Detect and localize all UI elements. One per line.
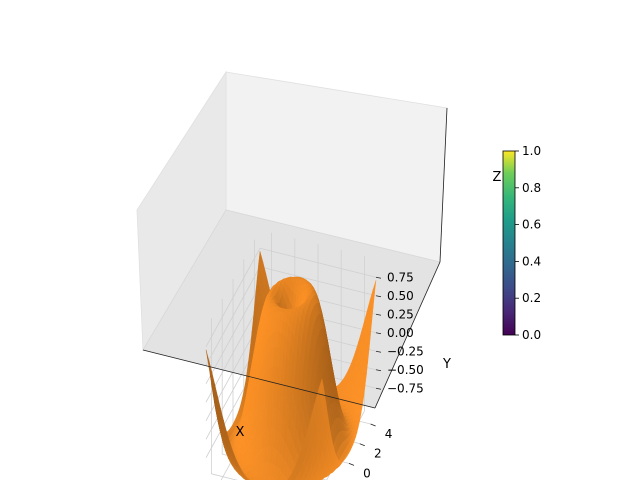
- colorbar-ticks: 0.0 0.2 0.4 0.6 0.8 1.0: [515, 144, 541, 342]
- colorbar-tick-label: 0.0: [522, 328, 541, 342]
- z-tick-label: −0.50: [387, 363, 424, 377]
- z-tick-label: −0.25: [387, 344, 424, 358]
- z-tick-mark: [375, 295, 382, 298]
- grid-line: [259, 247, 377, 278]
- z-tick-label: 0.25: [387, 307, 414, 321]
- grid-line: [259, 266, 377, 297]
- colorbar-tick-label: 0.2: [522, 291, 541, 305]
- grid-line: [205, 285, 261, 384]
- y-tick-label: 0: [363, 466, 371, 480]
- grid-line: [205, 266, 261, 366]
- surface-face: [287, 475, 291, 480]
- y-tick-mark: [359, 443, 365, 447]
- z-tick-mark: [375, 332, 382, 335]
- z-tick-mark: [375, 276, 382, 279]
- grid-line: [205, 248, 261, 347]
- z-tick-label: 0.00: [387, 326, 414, 340]
- x-axis-line: [142, 349, 376, 409]
- y-axis-line: [374, 261, 441, 409]
- z-axis-line: [439, 107, 448, 263]
- z-tick-mark: [375, 369, 382, 372]
- x-axis-label: X: [236, 425, 245, 440]
- grid-line: [211, 473, 238, 480]
- y-axis-label: Y: [442, 357, 451, 372]
- z-tick-label: 0.50: [387, 289, 414, 303]
- colorbar: 0.0 0.2 0.4 0.6 0.8 1.0: [502, 144, 541, 342]
- colorbar-tick-label: 1.0: [522, 144, 541, 158]
- z-tick-mark: [375, 313, 382, 316]
- z-tick-label: 0.75: [387, 270, 414, 284]
- y-tick-label: 4: [385, 427, 393, 441]
- z-tick-mark: [375, 387, 382, 390]
- axis-ticks: −4−2024−4−20240.750.500.250.00−0.25−0.50…: [348, 270, 424, 480]
- surface-mesh: [205, 251, 377, 480]
- z-tick-mark: [375, 350, 382, 353]
- z-axis-label: Z: [493, 170, 502, 185]
- colorbar-tick-label: 0.4: [522, 254, 541, 268]
- colorbar-gradient: [502, 150, 516, 336]
- surface-face: [243, 473, 248, 480]
- y-tick-label: 2: [374, 447, 382, 461]
- colorbar-tick-label: 0.6: [522, 218, 541, 232]
- y-tick-mark: [348, 463, 355, 466]
- y-tick-mark: [370, 423, 376, 427]
- colorbar-tick-label: 0.8: [522, 181, 541, 195]
- z-tick-label: −0.75: [387, 381, 424, 395]
